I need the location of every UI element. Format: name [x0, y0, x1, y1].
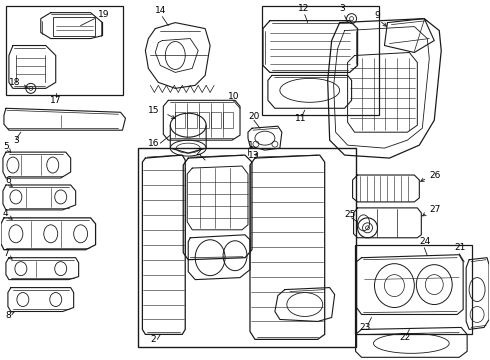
Text: 2: 2	[195, 148, 201, 157]
Text: 22: 22	[399, 333, 411, 342]
Bar	[6, 6, 123, 95]
Text: 23: 23	[360, 323, 371, 332]
Text: 27: 27	[429, 206, 441, 215]
Text: 3: 3	[340, 4, 345, 13]
Text: 8: 8	[5, 311, 11, 320]
Text: 10: 10	[228, 92, 240, 101]
Text: 19: 19	[98, 10, 109, 19]
Text: 21: 21	[454, 243, 466, 252]
Text: 15: 15	[148, 106, 160, 115]
Text: 20: 20	[248, 112, 259, 121]
Text: 18: 18	[9, 78, 21, 87]
Text: 25: 25	[344, 210, 356, 219]
Text: 9: 9	[374, 11, 380, 20]
Text: 5: 5	[3, 141, 9, 150]
Bar	[355, 245, 472, 334]
Text: 6: 6	[5, 176, 11, 185]
Text: 3: 3	[13, 136, 19, 145]
Text: 14: 14	[155, 6, 167, 15]
Text: 11: 11	[295, 114, 306, 123]
Text: 17: 17	[50, 96, 61, 105]
Text: 16: 16	[148, 139, 160, 148]
Text: 24: 24	[419, 237, 431, 246]
Bar	[262, 6, 379, 115]
Text: 12: 12	[298, 4, 309, 13]
Text: 13: 13	[248, 150, 260, 159]
Text: 2: 2	[150, 335, 156, 344]
Bar	[53, 17, 95, 36]
Bar	[138, 148, 356, 347]
Text: 7: 7	[3, 249, 9, 258]
Text: 4: 4	[3, 210, 8, 219]
Text: 1: 1	[248, 141, 254, 150]
Text: 26: 26	[429, 171, 441, 180]
